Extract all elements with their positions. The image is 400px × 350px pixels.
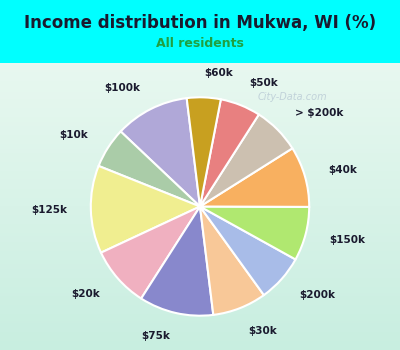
Text: $20k: $20k: [71, 289, 100, 299]
Wedge shape: [200, 114, 292, 206]
Wedge shape: [200, 206, 309, 259]
Text: $125k: $125k: [31, 205, 67, 215]
Wedge shape: [200, 206, 264, 315]
Text: $30k: $30k: [249, 326, 277, 336]
Wedge shape: [91, 166, 200, 253]
Text: $50k: $50k: [250, 78, 278, 88]
Text: City-Data.com: City-Data.com: [257, 92, 327, 103]
Wedge shape: [121, 98, 200, 206]
Text: Income distribution in Mukwa, WI (%): Income distribution in Mukwa, WI (%): [24, 14, 376, 32]
Text: $10k: $10k: [59, 130, 88, 140]
Text: $60k: $60k: [205, 68, 233, 78]
Text: $100k: $100k: [104, 83, 140, 93]
Wedge shape: [200, 99, 259, 206]
Text: $150k: $150k: [329, 235, 365, 245]
Text: > $200k: > $200k: [294, 108, 343, 118]
Text: $200k: $200k: [300, 290, 336, 300]
Wedge shape: [99, 132, 200, 206]
Text: $40k: $40k: [328, 165, 357, 175]
Text: $75k: $75k: [142, 331, 170, 341]
Wedge shape: [200, 148, 309, 207]
Wedge shape: [200, 206, 296, 295]
Text: All residents: All residents: [156, 37, 244, 50]
Wedge shape: [141, 206, 213, 316]
Wedge shape: [101, 206, 200, 299]
Wedge shape: [187, 97, 221, 206]
